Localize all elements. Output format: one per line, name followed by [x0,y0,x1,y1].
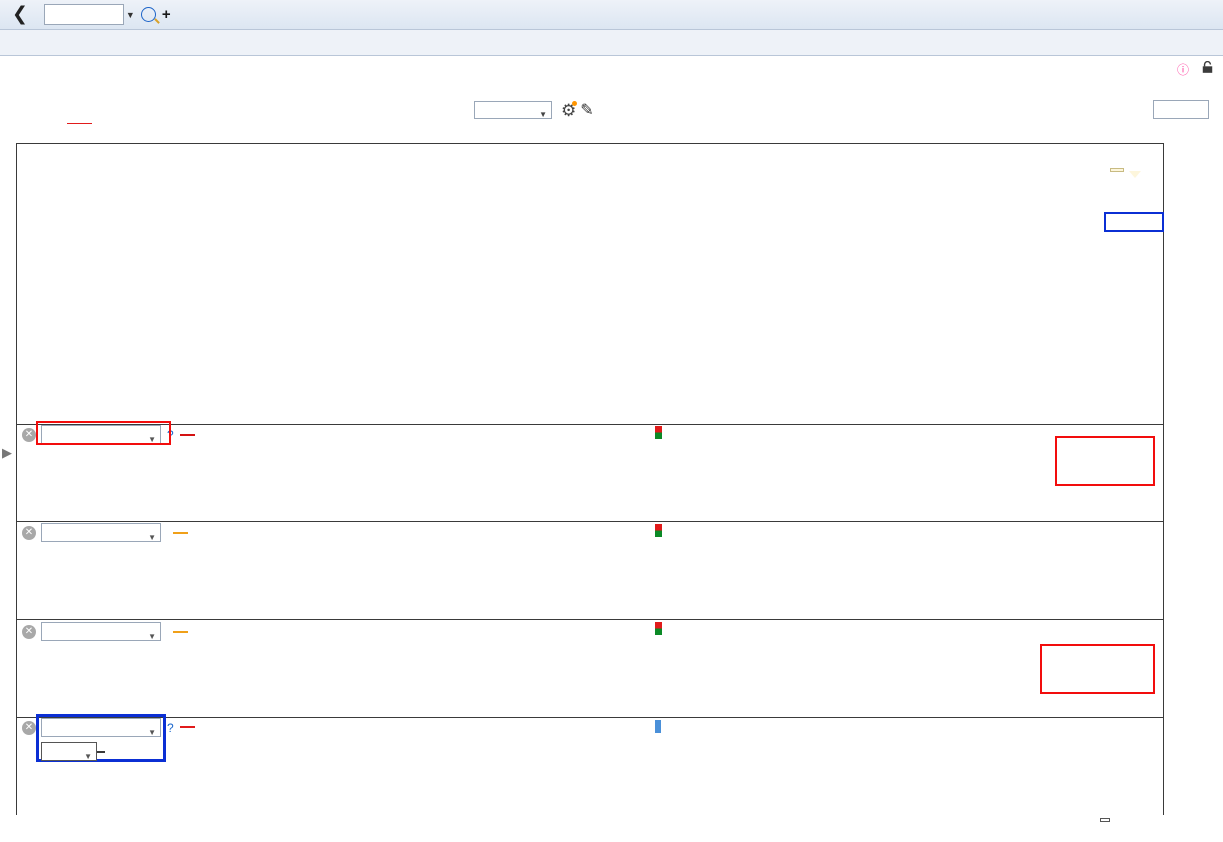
foreign-indicator-select[interactable]: ▼ [41,622,161,641]
close-icon[interactable]: ✕ [22,427,36,442]
retail-panel[interactable] [17,718,1163,815]
ohlc-row [22,122,92,124]
trust-axis [1164,521,1222,618]
chips-panel[interactable] [17,425,1163,521]
treasury-stock-note: ⓘ [1177,61,1191,78]
lot-size-select[interactable]: ▼ [41,742,97,761]
retail-legend-people [179,725,199,728]
bars-count-input[interactable] [1153,100,1209,119]
retail-axis [1164,717,1222,814]
top-bar: ❮ ▼ + [0,0,1223,30]
retail-indicator-select[interactable]: ▼ [41,718,161,737]
chevron-down-icon[interactable]: ▼ [125,9,135,20]
bar-swatch-icon [655,426,662,439]
bar-swatch-icon [655,622,662,635]
foreign-panel-header: ✕ ▼ [22,622,192,641]
ma-legend: ⓘ [0,57,1223,97]
price-callout [1110,168,1141,178]
help-icon[interactable]: ? [167,720,174,735]
stock-code-input[interactable] [43,4,124,25]
ohlc-change-group [67,122,92,124]
plus-icon[interactable]: + [161,6,171,23]
foreign-legend-bar [655,622,667,635]
foreign-panel[interactable] [17,620,1163,717]
trust-panel[interactable] [17,522,1163,619]
foreign-axis [1164,619,1222,716]
bars-count-control [1149,100,1213,119]
chart-frame [16,143,1164,815]
trust-legend-bar [655,524,667,537]
trust-legend-line [173,531,192,534]
help-icon[interactable]: ? [167,427,174,442]
price-panel[interactable] [17,144,1163,424]
foreign-legend-line [173,630,192,633]
search-icon[interactable] [140,7,156,22]
period-select[interactable]: ▼ [474,101,552,119]
retail-panel-header: ✕ ▼ ? [22,718,199,737]
close-icon[interactable]: ✕ [22,525,36,540]
tab-bar [0,30,1223,56]
lot-size-unit [97,750,105,753]
collapse-left-handle[interactable]: ▶ [2,445,12,460]
gear-icon[interactable]: ⚙ [561,100,578,120]
annotation-box-select-retail [36,714,166,762]
chips-legend-line [179,433,199,436]
close-icon[interactable]: ✕ [22,720,36,735]
price-axis [1164,143,1222,423]
trust-panel-header: ✕ ▼ [22,523,192,542]
lock-icon[interactable] [1201,61,1214,74]
foreign-legend-bar-group [655,622,667,637]
chips-panel-header: ✕ ▼ ? [22,425,199,444]
retail-legend-bar [655,720,666,733]
bar-swatch-icon [655,524,662,537]
chips-indicator-select[interactable]: ▼ [41,425,161,444]
x-axis-date-tag [1100,818,1110,822]
bar-swatch-icon [655,720,661,733]
chips-axis [1164,424,1222,520]
info-icon: ⓘ [1176,63,1189,77]
trust-indicator-select[interactable]: ▼ [41,523,161,542]
chips-legend-bar [655,426,667,439]
close-icon[interactable]: ✕ [22,624,36,639]
chevron-left-icon[interactable]: ❮ [12,4,28,25]
current-price-box [1104,212,1164,232]
pencil-icon[interactable]: ✎ [580,102,594,119]
